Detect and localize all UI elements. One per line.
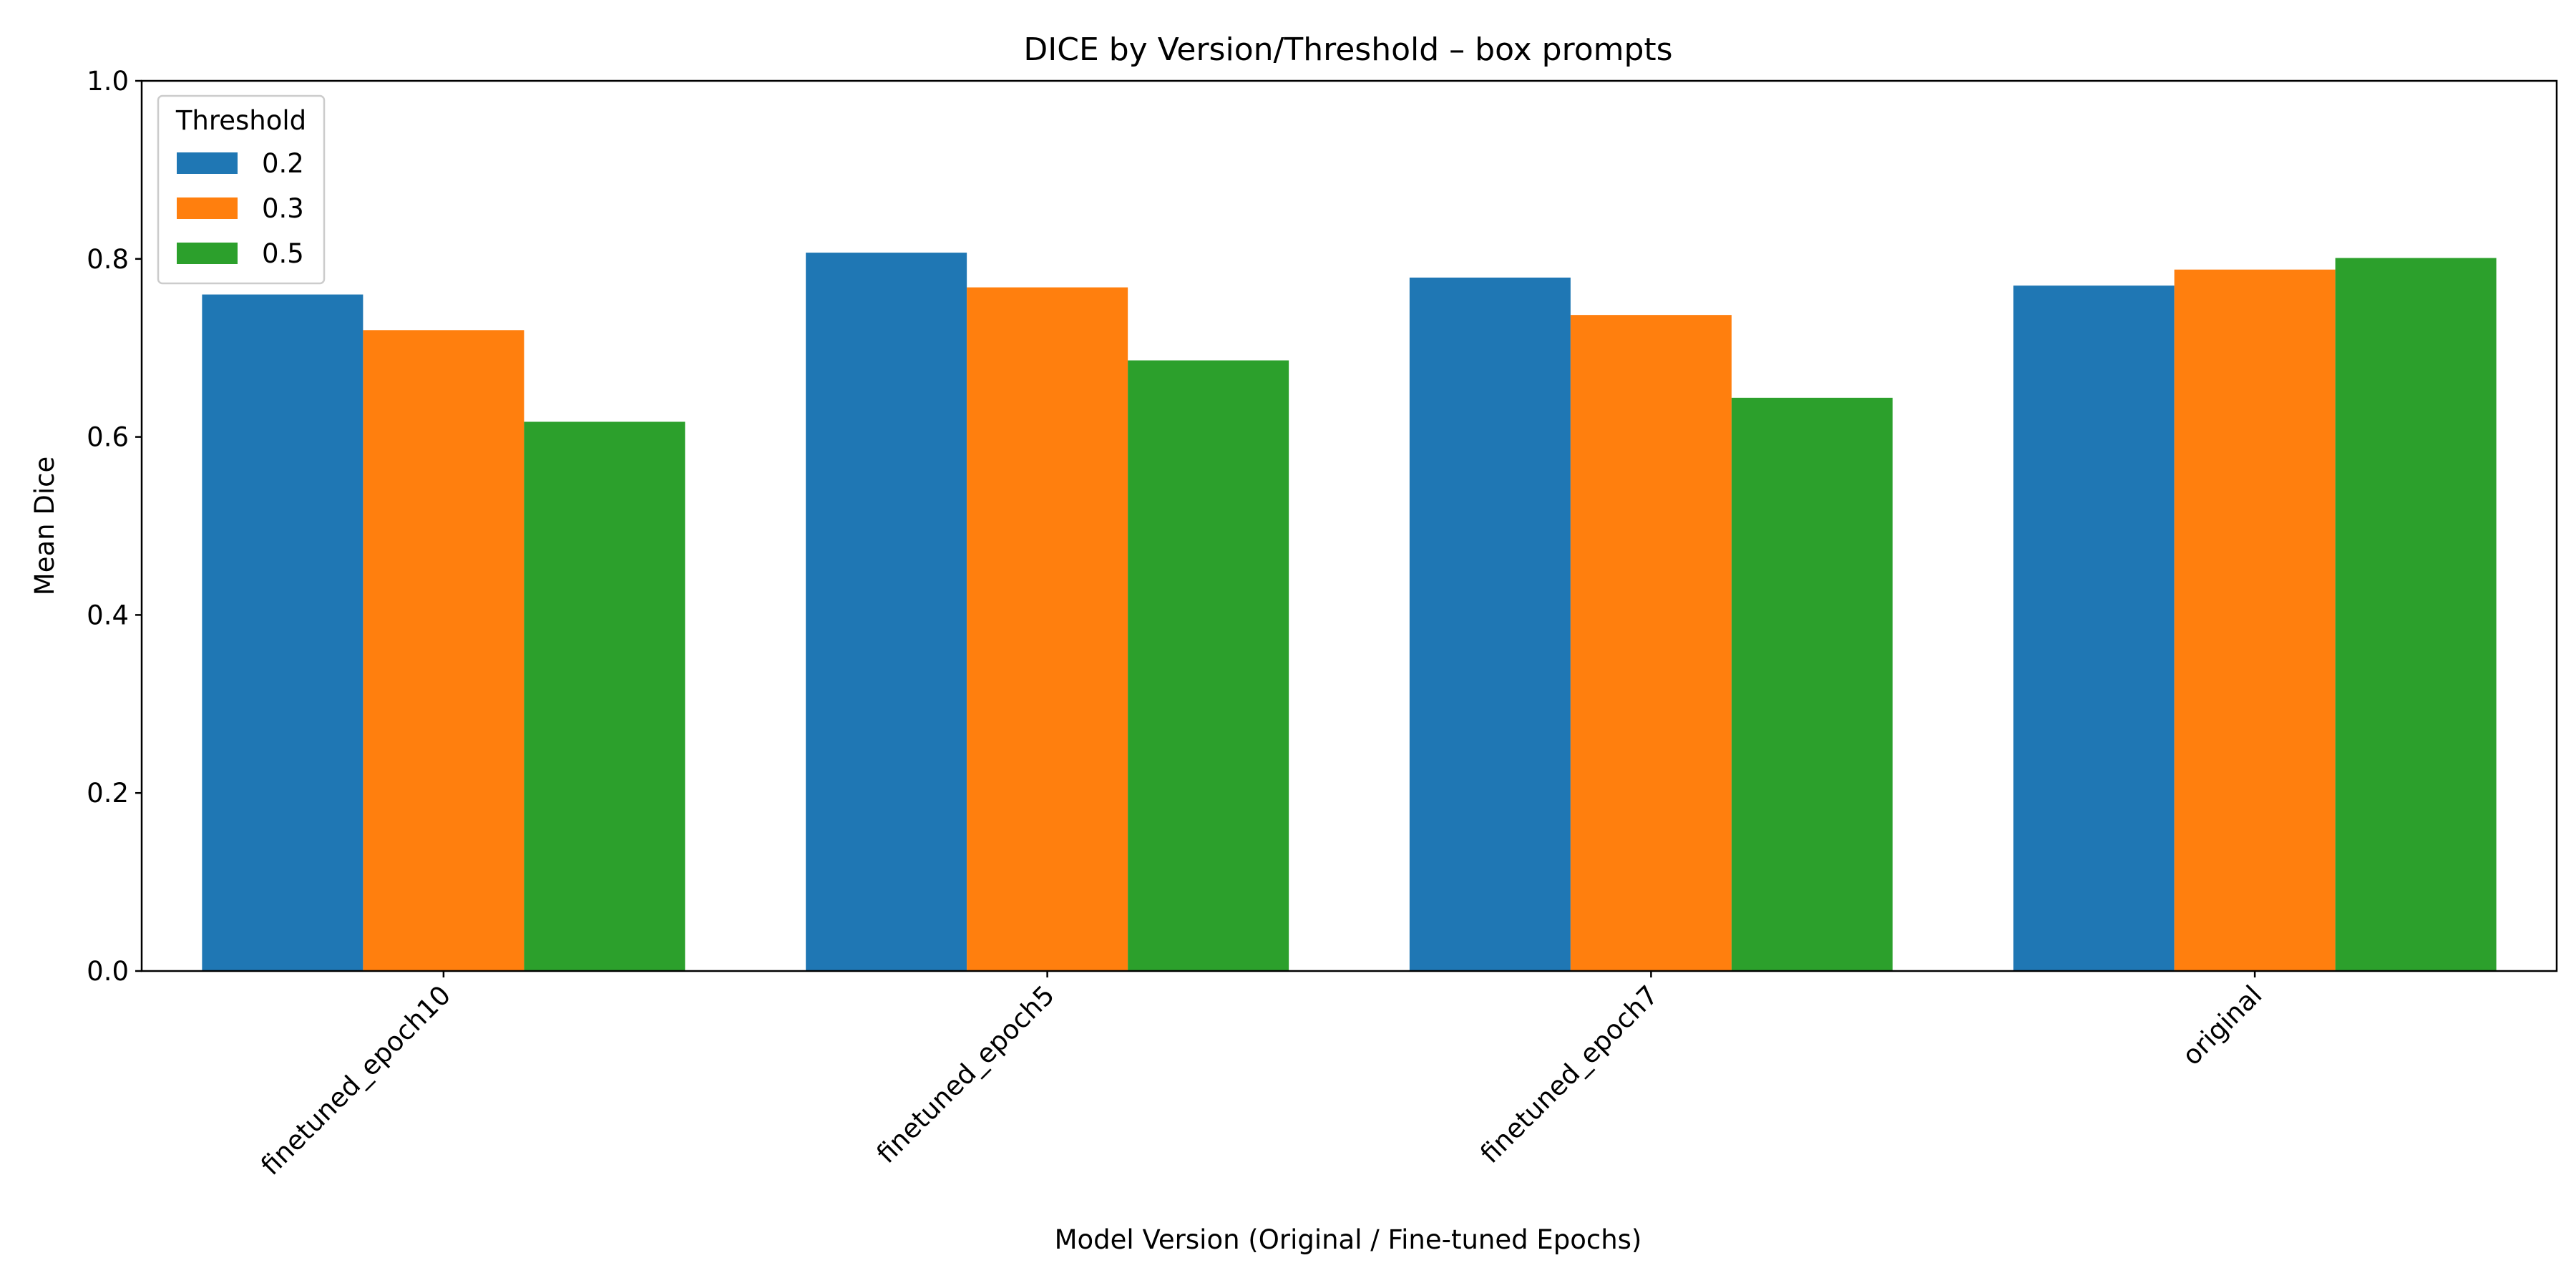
bar-finetuned_epoch5-0.2 xyxy=(806,253,967,972)
legend-label: 0.3 xyxy=(262,193,304,224)
legend-swatch xyxy=(177,197,238,219)
y-tick-label: 1.0 xyxy=(87,66,129,97)
y-tick-label: 0.4 xyxy=(87,600,129,630)
y-axis-title: Mean Dice xyxy=(29,457,60,595)
bar-original-0.2 xyxy=(2013,286,2175,971)
legend-label: 0.5 xyxy=(262,238,304,269)
legend-frame xyxy=(157,94,326,285)
x-axis-title: Model Version (Original / Fine-tuned Epo… xyxy=(1055,1224,1642,1255)
bar-finetuned_epoch10-0.5 xyxy=(524,421,686,971)
bar-finetuned_epoch7-0.2 xyxy=(1409,277,1571,971)
legend-items: 0.2 0.3 0.5 xyxy=(177,148,304,269)
legend-swatch xyxy=(177,243,238,264)
y-tick-label: 0.6 xyxy=(87,422,129,453)
bar-original-0.3 xyxy=(2174,269,2336,972)
y-tick-label: 0.2 xyxy=(87,778,129,809)
y-tick-label: 0.0 xyxy=(87,956,129,987)
bar-finetuned_epoch7-0.5 xyxy=(1731,397,1893,971)
bar-finetuned_epoch7-0.3 xyxy=(1570,315,1732,971)
bar-finetuned_epoch5-0.3 xyxy=(967,287,1128,971)
legend-swatch xyxy=(177,152,238,174)
legend-title: Threshold xyxy=(175,105,306,136)
bars-layer xyxy=(202,253,2497,972)
bar-finetuned_epoch10-0.2 xyxy=(202,294,364,971)
legend-label: 0.2 xyxy=(262,148,304,179)
plot-area-frame xyxy=(140,79,2558,972)
bar-finetuned_epoch10-0.3 xyxy=(363,330,525,971)
legend: Threshold 0.2 0.3 0.5 xyxy=(157,94,326,285)
chart-title: DICE by Version/Threshold – box prompts xyxy=(1023,31,1672,68)
y-tick-label: 0.8 xyxy=(87,244,129,275)
bar-original-0.5 xyxy=(2335,258,2497,971)
y-axis: 0.0 0.2 0.4 0.6 0.8 1.0 xyxy=(87,66,142,987)
bar-finetuned_epoch5-0.5 xyxy=(1128,360,1289,971)
